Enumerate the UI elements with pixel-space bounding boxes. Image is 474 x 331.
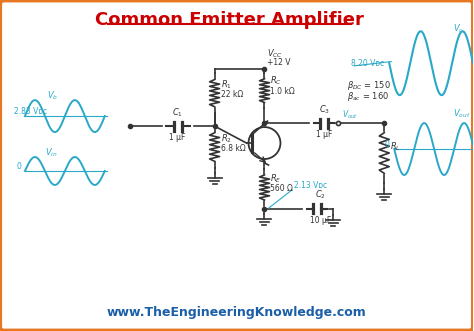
Text: +12 V: +12 V (267, 58, 291, 67)
Text: $C_1$: $C_1$ (172, 106, 183, 118)
Text: $V_{in}$: $V_{in}$ (45, 146, 58, 159)
Text: 1.0 kΩ: 1.0 kΩ (271, 87, 295, 96)
Text: $\beta_{ac}$ = 160: $\beta_{ac}$ = 160 (347, 90, 390, 103)
Text: $V_{CC}$: $V_{CC}$ (267, 48, 283, 60)
Text: $R_2$: $R_2$ (220, 132, 231, 145)
Text: 2.13 Vᴅᴄ: 2.13 Vᴅᴄ (294, 181, 328, 190)
Text: $R_L$: $R_L$ (390, 140, 401, 153)
Text: 0: 0 (16, 162, 21, 171)
Text: 10 μF: 10 μF (310, 216, 331, 225)
Text: 22 kΩ: 22 kΩ (220, 90, 243, 99)
Text: $C_2$: $C_2$ (315, 189, 326, 202)
Text: 8.20 Vᴅᴄ: 8.20 Vᴅᴄ (351, 59, 384, 68)
Text: www.TheEngineeringKnowledge.com: www.TheEngineeringKnowledge.com (107, 306, 366, 319)
Text: $R_C$: $R_C$ (271, 75, 283, 87)
Text: 1 μF: 1 μF (316, 130, 333, 139)
Text: 2.83 Vᴅᴄ: 2.83 Vᴅᴄ (14, 107, 47, 116)
Text: Common Emitter Amplifier: Common Emitter Amplifier (95, 11, 364, 29)
Text: $R_1$: $R_1$ (220, 78, 231, 91)
Text: $V_{out}$: $V_{out}$ (453, 107, 471, 119)
Text: $R_E$: $R_E$ (271, 172, 282, 185)
Text: $V_{out}$: $V_{out}$ (342, 108, 358, 120)
Text: $V_b$: $V_b$ (47, 89, 58, 102)
Text: $\beta_{DC}$ = 150: $\beta_{DC}$ = 150 (347, 79, 391, 92)
Text: 6.8 kΩ: 6.8 kΩ (220, 144, 246, 153)
Text: $C_3$: $C_3$ (319, 103, 330, 116)
Text: $V_c$: $V_c$ (453, 22, 464, 35)
Text: 560 Ω: 560 Ω (271, 184, 293, 193)
Text: 0: 0 (384, 140, 389, 149)
Text: 1 μF: 1 μF (170, 133, 186, 142)
